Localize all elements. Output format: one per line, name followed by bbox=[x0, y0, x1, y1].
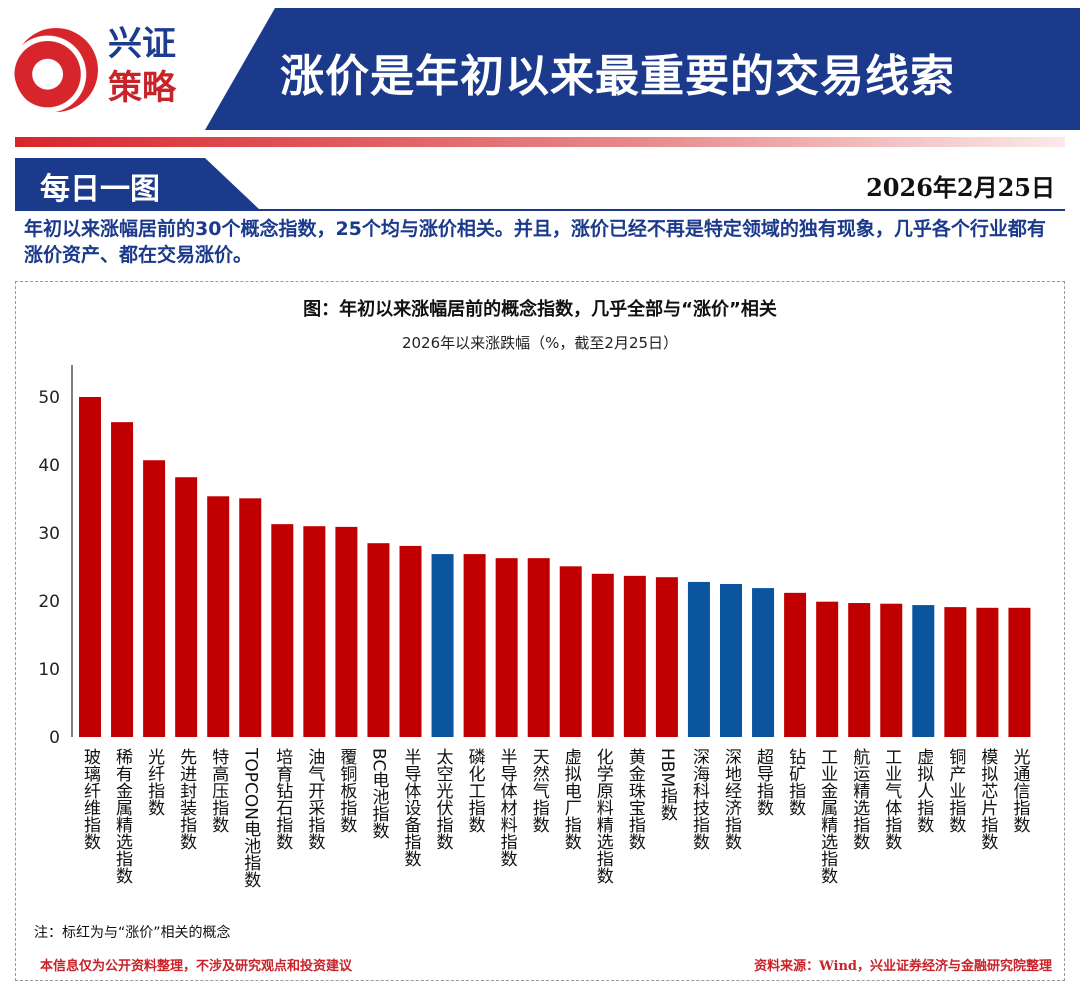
x-tick-label: 化学原料精选指数 bbox=[592, 748, 613, 884]
x-tick-label: 光纤指数 bbox=[144, 748, 165, 816]
bar bbox=[207, 496, 230, 737]
source: 资料来源：Wind，兴业证券经济与金融研究院整理 bbox=[754, 959, 1052, 974]
bar bbox=[559, 566, 582, 737]
bar bbox=[880, 603, 903, 737]
y-tick-label: 20 bbox=[38, 592, 60, 612]
x-tick-label: 天然气指数 bbox=[528, 748, 549, 833]
x-tick-label: 航运精选指数 bbox=[849, 748, 870, 850]
bar bbox=[527, 558, 550, 737]
x-tick-label: 工业气体指数 bbox=[881, 748, 902, 850]
bar bbox=[944, 607, 967, 737]
x-tick-label: 磷化工指数 bbox=[464, 748, 485, 833]
bar bbox=[912, 605, 935, 737]
bar bbox=[271, 524, 294, 737]
y-tick-label: 40 bbox=[38, 456, 60, 476]
bar bbox=[399, 545, 422, 737]
date: 2026年2月25日 bbox=[866, 173, 1055, 202]
y-tick-label: 50 bbox=[38, 388, 60, 408]
x-tick-label: 光通信指数 bbox=[1009, 748, 1030, 833]
x-tick-label: BC电池指数 bbox=[368, 748, 389, 840]
bar bbox=[623, 575, 646, 737]
y-tick-label: 0 bbox=[49, 728, 60, 748]
logo-emblem-icon bbox=[14, 28, 98, 112]
x-tick-label: 覆铜板指数 bbox=[336, 748, 357, 833]
bar bbox=[367, 543, 390, 737]
x-tick-label: 玻璃纤维指数 bbox=[80, 748, 100, 850]
bar bbox=[1008, 607, 1031, 737]
bar bbox=[303, 526, 326, 737]
x-tick-label: 虚拟电厂指数 bbox=[560, 748, 581, 850]
bar bbox=[431, 554, 454, 737]
x-tick-label: 深地经济指数 bbox=[721, 748, 741, 850]
y-tick-label: 30 bbox=[38, 524, 60, 544]
bar bbox=[687, 581, 710, 737]
bar bbox=[143, 460, 166, 737]
subtitle: 年初以来涨幅居前的30个概念指数，25个均与涨价相关。并且，涨价已经不再是特定领… bbox=[24, 218, 1046, 266]
bar bbox=[495, 558, 518, 737]
logo-line2: 策略 bbox=[108, 68, 176, 108]
section-tab-label: 每日一图 bbox=[40, 172, 160, 207]
bar bbox=[79, 397, 101, 737]
bar bbox=[463, 554, 486, 737]
bar bbox=[848, 603, 871, 737]
x-tick-label: 半导体设备指数 bbox=[400, 748, 421, 867]
x-tick-label: TOPCON电池指数 bbox=[240, 748, 261, 888]
x-tick-label: 稀有金属精选指数 bbox=[112, 748, 133, 884]
page-title: 涨价是年初以来最重要的交易线索 bbox=[280, 51, 955, 102]
x-tick-label: 太空光伏指数 bbox=[432, 748, 453, 850]
chart-note: 注：标红为与“涨价”相关的概念 bbox=[34, 925, 231, 941]
header-banner bbox=[205, 8, 1080, 130]
bar bbox=[655, 577, 678, 737]
x-tick-label: 先进封装指数 bbox=[176, 748, 197, 850]
x-tick-label: 培育钻石指数 bbox=[272, 748, 293, 850]
bar bbox=[752, 588, 775, 737]
x-tick-label: 模拟芯片指数 bbox=[977, 748, 998, 850]
x-tick-label: 铜产业指数 bbox=[945, 748, 966, 833]
divider bbox=[15, 209, 1065, 211]
x-tick-label: 特高压指数 bbox=[208, 748, 229, 833]
x-tick-label: 半导体材料指数 bbox=[496, 748, 517, 867]
chart-ylabel: 2026年以来涨跌幅（%，截至2月25日） bbox=[401, 334, 679, 352]
logo: 兴证 策略 bbox=[10, 22, 200, 122]
bar bbox=[111, 422, 134, 737]
disclaimer: 本信息仅为公开资料整理，不涉及研究观点和投资建议 bbox=[40, 959, 353, 974]
bar bbox=[591, 573, 614, 737]
x-tick-label: 虚拟人指数 bbox=[913, 748, 934, 833]
bar bbox=[720, 584, 742, 737]
bar bbox=[976, 607, 999, 737]
bar bbox=[816, 601, 839, 737]
bar bbox=[335, 526, 358, 737]
bar bbox=[239, 498, 262, 737]
x-tick-label: HBM指数 bbox=[656, 748, 677, 822]
bar bbox=[175, 477, 198, 737]
x-tick-label: 工业金属精选指数 bbox=[817, 748, 838, 884]
x-tick-label: 油气开采指数 bbox=[304, 748, 325, 850]
x-tick-label: 超导指数 bbox=[753, 748, 774, 816]
y-tick-label: 10 bbox=[38, 660, 60, 680]
x-tick-label: 黄金珠宝指数 bbox=[624, 748, 645, 850]
divider bbox=[15, 137, 1065, 147]
bar bbox=[784, 592, 807, 737]
chart-title: 图：年初以来涨幅居前的概念指数，几乎全部与“涨价”相关 bbox=[303, 299, 777, 320]
logo-line1: 兴证 bbox=[108, 24, 176, 64]
x-tick-label: 钻矿指数 bbox=[785, 748, 806, 816]
x-tick-label: 深海科技指数 bbox=[688, 748, 709, 850]
